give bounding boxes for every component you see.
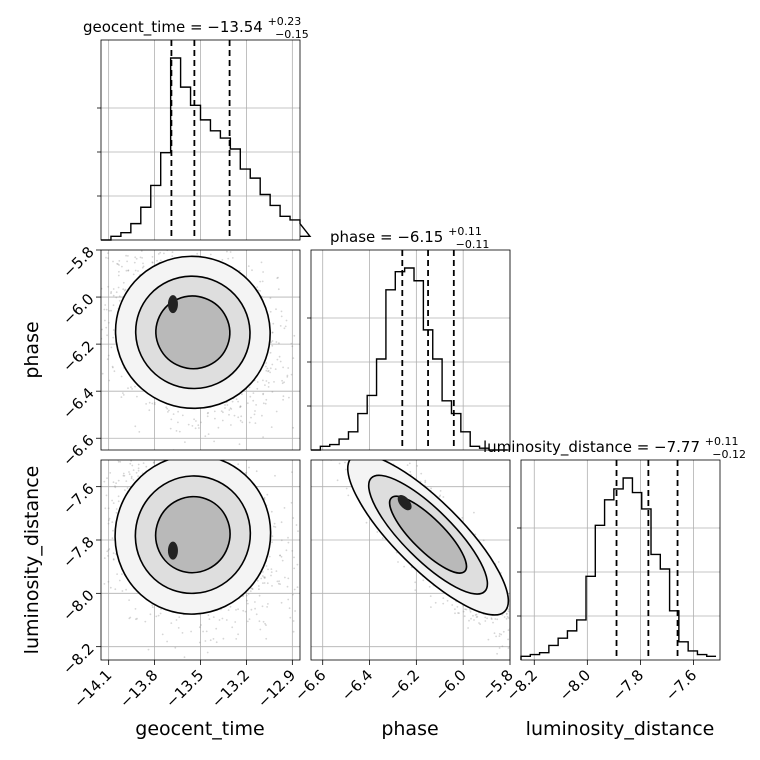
- joint-panel-luminosity-distance-vs-phase: [310, 459, 511, 661]
- hist-step-luminosity-distance: [520, 477, 717, 660]
- xtick-label-geocent-time: −13.2: [208, 666, 253, 711]
- joint-content: [330, 460, 510, 655]
- hist-panel-phase: [307, 249, 511, 451]
- joint-frame: [310, 459, 511, 661]
- hist-frame: [100, 39, 301, 241]
- xtick-label-geocent-time: −12.9: [254, 666, 299, 711]
- joint-frame: [100, 249, 301, 451]
- xlabel-geocent-time: geocent_time: [135, 718, 264, 740]
- joint-panel-phase-vs-geocent-time: [100, 249, 301, 451]
- joint-peak: [167, 541, 178, 560]
- title-luminosity-distance: luminosity_distance = −7.77 +0.11 −0.12: [483, 431, 746, 461]
- ytick-label-phase: −6.6: [59, 431, 97, 469]
- ytick-label-luminosity-distance: −7.6: [59, 480, 97, 518]
- ylabel-luminosity-distance: luminosity_distance: [21, 466, 43, 655]
- title-geocent-time: geocent_time = −13.54 +0.23 −0.15: [83, 11, 309, 41]
- joint-peak: [397, 495, 412, 511]
- hist-frame: [310, 249, 511, 451]
- ytick-label-luminosity-distance: −8.2: [59, 640, 97, 678]
- ytick-label-phase: −6.0: [59, 290, 97, 328]
- xlabel-phase: phase: [381, 718, 438, 740]
- hist-step-geocent-time: [101, 57, 312, 241]
- xtick-label-luminosity-distance: −8.0: [556, 666, 594, 704]
- xtick-label-phase: −6.4: [338, 666, 376, 704]
- hist-panel-luminosity-distance: [517, 459, 721, 661]
- ytick-label-luminosity-distance: −7.8: [59, 533, 97, 571]
- ytick-label-phase: −6.2: [59, 337, 97, 375]
- joint-content: [101, 460, 300, 659]
- hist-panel-geocent-time: [97, 39, 312, 241]
- xtick-label-phase: −6.6: [291, 666, 329, 704]
- hist-frame: [520, 459, 721, 661]
- xtick-label-luminosity-distance: −7.6: [662, 666, 700, 704]
- hist-step-phase: [311, 267, 508, 451]
- xlabel-luminosity-distance: luminosity_distance: [526, 718, 715, 740]
- joint-contour-level-3: [155, 295, 231, 370]
- ylabel-phase: phase: [21, 321, 43, 378]
- xtick-label-geocent-time: −13.5: [162, 666, 207, 711]
- ytick-label-phase: −6.4: [59, 384, 97, 422]
- ytick-label-phase: −5.8: [59, 243, 97, 281]
- xtick-label-luminosity-distance: −7.8: [609, 666, 647, 704]
- xtick-label-geocent-time: −13.8: [116, 666, 161, 711]
- joint-content: [101, 250, 296, 450]
- ytick-label-luminosity-distance: −8.0: [59, 586, 97, 624]
- joint-contour-level-3: [388, 495, 468, 574]
- joint-peak: [167, 295, 178, 314]
- xtick-label-phase: −6.2: [385, 666, 423, 704]
- joint-panel-luminosity-distance-vs-geocent-time: [100, 459, 301, 661]
- title-phase: phase = −6.15 +0.11 −0.11: [330, 221, 489, 251]
- xtick-label-phase: −6.0: [432, 666, 470, 704]
